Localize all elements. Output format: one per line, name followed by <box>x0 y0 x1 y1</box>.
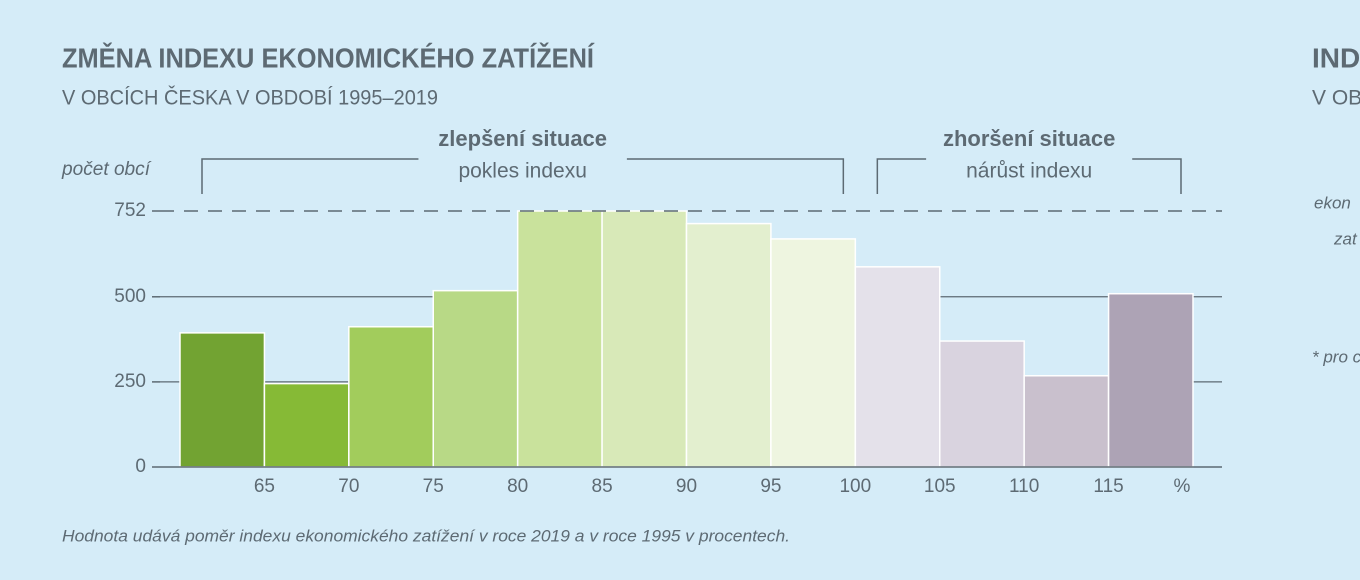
x-tick-label: 80 <box>507 476 528 497</box>
footnote: Hodnota udává poměr indexu ekonomického … <box>62 526 790 545</box>
bar <box>1023 375 1110 468</box>
bar <box>179 332 266 468</box>
x-tick-label: 90 <box>676 476 697 497</box>
y-axis-label: počet obcí <box>61 159 152 180</box>
x-tick-label: 115 <box>1093 476 1123 497</box>
annotation-bracket <box>201 158 845 194</box>
bar <box>1107 292 1194 468</box>
side-note: * pro c <box>1312 347 1360 366</box>
annotation-title: zlepšení situace <box>438 126 607 151</box>
bar <box>263 382 350 468</box>
x-tick-label: 75 <box>423 476 444 497</box>
bar <box>432 289 519 468</box>
annotation-title: zhoršení situace <box>943 126 1115 151</box>
x-tick-label: 65 <box>254 476 275 497</box>
y-tick-label: 0 <box>135 456 146 477</box>
bar <box>770 238 857 468</box>
x-tick-label: 100 <box>839 476 871 497</box>
chart-subtitle: V OBCÍCH ČESKA V OBDOBÍ 1995–2019 <box>62 87 438 110</box>
y-tick-label: 250 <box>114 371 146 392</box>
annotation-bracket <box>876 158 1182 194</box>
side-label: ekon <box>1314 193 1351 212</box>
x-tick-label: 95 <box>760 476 781 497</box>
x-tick-label: 105 <box>924 476 956 497</box>
x-tick-label: 110 <box>1009 476 1039 497</box>
annotation-text: nárůst indexu <box>966 160 1092 183</box>
annotation-text: pokles indexu <box>458 160 586 183</box>
side-subtitle: V OB <box>1312 87 1360 110</box>
bar <box>685 222 772 468</box>
chart-title: ZMĚNA INDEXU EKONOMICKÉHO ZATÍŽENÍ <box>62 42 595 73</box>
x-tick-label: 85 <box>592 476 613 497</box>
bar <box>348 325 435 468</box>
bar <box>601 210 688 468</box>
bar <box>516 210 603 468</box>
bar <box>939 340 1025 468</box>
side-label: zat <box>1333 229 1358 248</box>
side-title: IND <box>1312 42 1360 73</box>
y-tick-label: 500 <box>114 286 146 307</box>
x-unit-label: % <box>1174 476 1191 497</box>
bar <box>854 266 941 468</box>
x-tick-label: 70 <box>338 476 359 497</box>
y-tick-label: 752 <box>114 200 146 221</box>
